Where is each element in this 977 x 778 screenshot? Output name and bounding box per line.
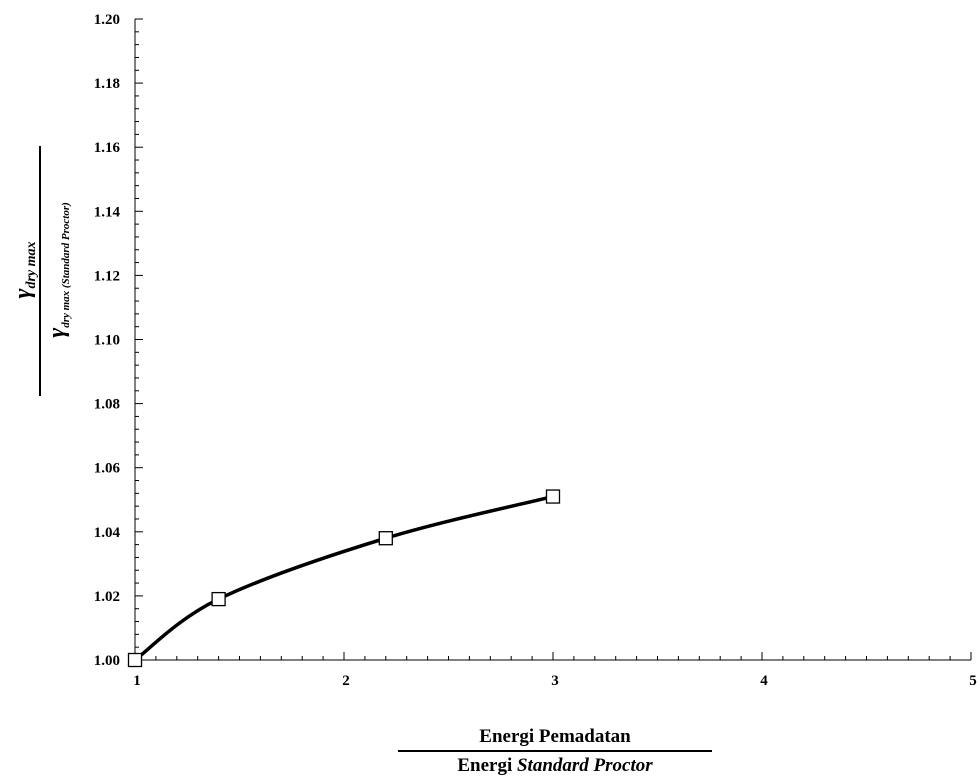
x-axis-title-denominator: Energi Standard Proctor [457,755,653,776]
y-axis-title-denominator: γdry max (Standard Proctor) [44,202,72,338]
y-axis-ticks: 1.00 1.02 1.04 1.06 1.08 1.10 1.12 1.14 1.16 1.18… [94,12,143,669]
y-tick-label: 1.18 [94,76,120,92]
data-series [127,489,561,668]
data-point-marker [545,489,561,504]
x-tick-label: 1 [133,673,141,689]
y-tick-label: 1.14 [94,204,121,220]
x-axis-title: Energi Pemadatan Energi Standard Proctor [398,726,712,776]
data-point-marker [127,652,143,668]
y-axis-title: γdry max γdry max (Standard Proctor) [10,146,72,396]
y-tick-label: 1.16 [94,140,121,156]
y-axis-title-numerator-sub: dry max [24,241,39,288]
y-tick-label: 1.08 [94,397,120,413]
y-tick-label: 1.20 [94,12,120,28]
y-tick-label: 1.10 [94,333,120,349]
axes [134,19,971,661]
y-tick-label: 1.04 [94,525,121,541]
x-axis-title-denominator-italic: Standard Proctor [517,755,653,776]
x-tick-label: 4 [760,673,768,689]
y-axis-title-denominator-sub: dry max (Standard Proctor) [60,202,72,328]
x-axis-title-denominator-prefix: Energi [457,755,517,776]
series-line [133,494,554,662]
y-tick-label: 1.00 [94,653,120,669]
y-tick-label: 1.06 [94,461,121,477]
x-tick-label: 5 [969,673,977,689]
x-tick-label: 3 [551,673,559,689]
data-point-marker [211,591,226,607]
y-tick-label: 1.02 [94,589,120,605]
y-tick-label: 1.12 [94,268,120,284]
x-axis-title-numerator: Energi Pemadatan [479,726,631,747]
x-axis-ticks: 1 2 3 4 5 [133,652,977,689]
y-axis-title-denominator-symbol: γ [44,328,70,338]
data-point-marker [378,531,393,546]
y-axis-title-numerator-symbol: γ [10,289,36,299]
y-axis-title-numerator: γdry max [10,241,39,298]
x-tick-label: 2 [342,673,350,689]
